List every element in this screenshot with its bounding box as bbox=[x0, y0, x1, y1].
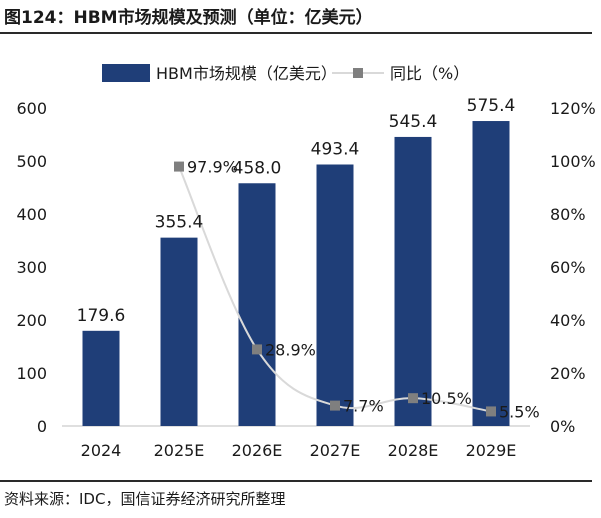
x-tick-label: 2027E bbox=[310, 441, 361, 460]
legend-line-marker bbox=[353, 68, 363, 78]
y-right-tick-label: 0% bbox=[550, 417, 575, 436]
bar-value-label: 545.4 bbox=[389, 112, 438, 132]
legend-bar-label: HBM市场规模（亿美元） bbox=[156, 64, 337, 83]
y-left-tick-label: 200 bbox=[16, 311, 47, 330]
hbm-market-chart: HBM市场规模（亿美元） 同比（%） 0 100 200 300 400 500 600 0% 2… bbox=[16, 64, 596, 460]
y-left-tick-label: 300 bbox=[16, 258, 47, 277]
bar-value-label: 575.4 bbox=[467, 96, 516, 116]
legend-bar-swatch bbox=[102, 64, 150, 82]
y-right-tick-label: 40% bbox=[550, 311, 586, 330]
legend: HBM市场规模（亿美元） 同比（%） bbox=[102, 64, 469, 83]
x-tick-label: 2025E bbox=[154, 441, 205, 460]
bar-value-label: 458.0 bbox=[233, 158, 282, 178]
y-left-tick-label: 500 bbox=[16, 152, 47, 171]
y-right-tick-label: 120% bbox=[550, 99, 596, 118]
y-right-tick-label: 60% bbox=[550, 258, 586, 277]
y-right-tick-label: 20% bbox=[550, 364, 586, 383]
y-left-tick-label: 100 bbox=[16, 364, 47, 383]
title-rule bbox=[0, 32, 592, 34]
axes: 0 100 200 300 400 500 600 0% 20% 40% 60% 80% 100% 120… bbox=[16, 99, 595, 460]
line-point bbox=[408, 393, 418, 404]
bar bbox=[394, 136, 432, 427]
yoy-line bbox=[178, 166, 492, 413]
line-value-label: 10.5% bbox=[421, 389, 472, 408]
bar bbox=[316, 164, 354, 427]
y-left-tick-label: 400 bbox=[16, 205, 47, 224]
y-right-tick-label: 80% bbox=[550, 205, 586, 224]
source-note: 资料来源：IDC，国信证券经济研究所整理 bbox=[4, 490, 286, 508]
x-tick-label: 2029E bbox=[466, 441, 517, 460]
y-left-tick-label: 600 bbox=[16, 99, 47, 118]
line-value-label: 97.9% bbox=[187, 158, 238, 177]
bar-value-label: 493.4 bbox=[311, 139, 360, 159]
figure-title: 图124：HBM市场规模及预测（单位：亿美元） bbox=[4, 8, 373, 28]
bar bbox=[82, 330, 120, 426]
source-rule bbox=[0, 480, 592, 482]
line-value-label: 28.9% bbox=[265, 340, 316, 359]
x-tick-label: 2024 bbox=[81, 441, 122, 460]
line-value-label: 5.5% bbox=[499, 402, 540, 421]
bar bbox=[472, 121, 510, 427]
line-point bbox=[330, 400, 340, 411]
line-point bbox=[486, 406, 496, 417]
data-labels: 179.6 355.4 458.0 493.4 545.4 575.4 97.9% 28.9%… bbox=[77, 96, 540, 421]
bar bbox=[238, 183, 276, 426]
bar-value-label: 179.6 bbox=[77, 306, 126, 326]
x-tick-label: 2026E bbox=[232, 441, 283, 460]
line-value-label: 7.7% bbox=[343, 397, 384, 416]
bar-series bbox=[82, 121, 510, 427]
bar-value-label: 355.4 bbox=[155, 213, 204, 233]
legend-line-label: 同比（%） bbox=[390, 64, 469, 83]
x-tick-label: 2028E bbox=[388, 441, 439, 460]
line-series bbox=[174, 161, 496, 417]
line-point bbox=[252, 344, 262, 355]
line-point bbox=[174, 161, 184, 172]
y-right-tick-label: 100% bbox=[550, 152, 596, 171]
bar bbox=[160, 237, 198, 426]
y-left-tick-label: 0 bbox=[37, 417, 47, 436]
